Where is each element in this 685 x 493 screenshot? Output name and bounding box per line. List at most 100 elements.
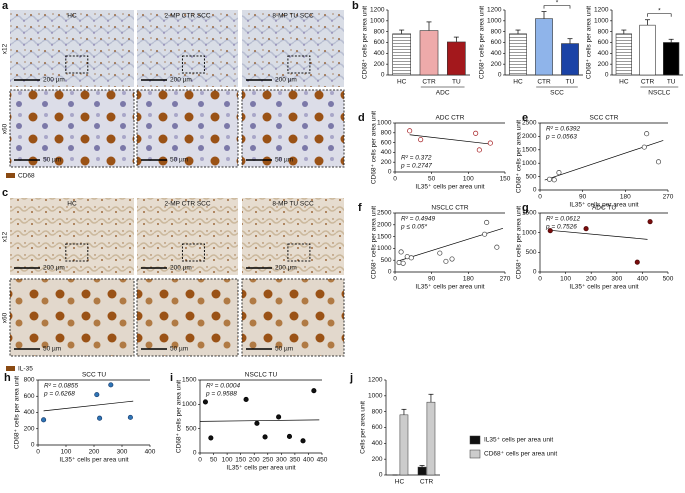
y-tick-label: 1000	[377, 120, 392, 127]
magnification-label: x60	[2, 312, 9, 323]
scatter-point	[398, 249, 404, 255]
bar	[535, 18, 553, 76]
y-axis-label: CD68⁺ cells per area unit	[176, 380, 183, 453]
y-tick-label: 400	[372, 440, 383, 447]
y-tick-label: 800	[374, 28, 385, 35]
y-tick-label: 0	[381, 72, 385, 79]
y-tick-label: 1000	[182, 401, 197, 408]
bar	[663, 42, 680, 76]
bar	[639, 24, 656, 76]
zoom-box	[287, 243, 311, 262]
scatter-point	[408, 255, 414, 261]
y-tick-label: 0	[605, 72, 609, 79]
y-tick-label: 800	[381, 130, 392, 137]
micrograph	[9, 278, 135, 357]
micrograph	[137, 10, 238, 87]
y-tick-label: 0	[31, 442, 35, 449]
bar	[417, 466, 427, 476]
y-tick-label: 1000	[522, 229, 537, 236]
y-tick-label: 1500	[182, 377, 197, 384]
x-tick-label: 0	[198, 457, 202, 464]
y-tick-label: 800	[491, 28, 502, 35]
y-tick-label: 1500	[522, 210, 537, 217]
y-tick-label: 400	[598, 50, 609, 57]
y-tick-label: 600	[372, 424, 383, 431]
panel-label: c	[2, 187, 8, 199]
x-tick-label: 200	[586, 276, 597, 283]
y-tick-label: 500	[186, 425, 197, 432]
x-tick-label: TU	[566, 79, 575, 86]
micrograph	[241, 278, 345, 357]
x-tick-label: 50	[428, 176, 436, 183]
scatter-point	[547, 228, 553, 234]
zoom-box	[287, 55, 311, 74]
scatter-point	[583, 226, 589, 232]
y-tick-label: 600	[598, 39, 609, 46]
bar	[419, 30, 439, 76]
regression-line	[409, 134, 491, 145]
x-tick-label: 400	[637, 276, 648, 283]
scale-bar-label: 50 µm	[43, 157, 61, 164]
x-tick-label: 400	[303, 457, 314, 464]
scatter-point	[644, 131, 650, 137]
zoom-box	[181, 243, 205, 262]
scatter-point	[634, 259, 640, 265]
magnification-label: x12	[2, 43, 9, 54]
bar	[399, 414, 409, 476]
scatter-point	[311, 388, 317, 394]
y-tick-label: 400	[381, 149, 392, 156]
scatter-point	[127, 414, 133, 420]
y-axis-label: CD68⁺ cells per area unit	[516, 206, 523, 279]
scatter-point	[254, 420, 260, 426]
legend-swatch	[6, 173, 15, 178]
bar	[447, 41, 466, 76]
y-tick-label: 0	[388, 169, 392, 176]
y-axis-label: CD68⁺ cells per area unit	[371, 111, 378, 184]
scale-bar-label: 50 µm	[170, 157, 188, 164]
scatter-point	[108, 382, 114, 388]
chart-title: ADC TU	[592, 205, 616, 212]
scale-bar-label: 200 µm	[275, 77, 297, 84]
annotation: R² = 0.372	[401, 155, 432, 162]
micrograph	[136, 89, 239, 168]
y-tick-label: 1000	[487, 18, 502, 25]
y-tick-label: 0	[193, 450, 197, 457]
x-tick-label: 200	[249, 457, 260, 464]
scatter-point	[407, 128, 413, 134]
x-tick-label: CTR	[537, 79, 551, 86]
y-tick-label: 1000	[377, 245, 392, 252]
y-tick-label: 600	[24, 393, 35, 400]
annotation: R² = 0.6392	[546, 126, 581, 133]
y-tick-label: 200	[24, 425, 35, 432]
column-label: 2-MP CTR SCC	[164, 201, 210, 208]
x-tick-label: 100	[463, 176, 474, 183]
panel-label: b	[352, 0, 359, 12]
y-tick-label: 0	[388, 269, 392, 276]
scatter-point	[641, 144, 647, 150]
significance-bracket	[543, 5, 571, 9]
y-axis-label: CD68⁺ cells per area unit	[371, 206, 378, 279]
y-tick-label: 400	[24, 409, 35, 416]
x-tick-label: 300	[276, 457, 287, 464]
annotation: R² = 0.0612	[546, 216, 581, 223]
chart-title: SCC CTR	[590, 115, 619, 122]
zoom-box	[181, 55, 205, 74]
scatter-point	[494, 244, 500, 250]
group-label: SCC	[550, 90, 564, 97]
x-tick-label: 100	[61, 449, 72, 456]
y-tick-label: 600	[374, 39, 385, 46]
y-axis-label: CD68⁺ cells per area unit	[362, 6, 369, 79]
x-tick-label: 180	[463, 276, 474, 283]
panel-label: i	[170, 372, 173, 384]
x-tick-label: 100	[560, 276, 571, 283]
zoom-box	[65, 243, 89, 262]
y-tick-label: 1000	[368, 393, 383, 400]
y-tick-label: 400	[491, 50, 502, 57]
x-tick-label: 0	[538, 276, 542, 283]
significance-bracket	[647, 13, 672, 17]
scale-bar-label: 200 µm	[43, 77, 65, 84]
scale-bar-label: 50 µm	[170, 346, 188, 353]
panel-label: j	[349, 372, 353, 384]
x-tick-label: 0	[36, 449, 40, 456]
